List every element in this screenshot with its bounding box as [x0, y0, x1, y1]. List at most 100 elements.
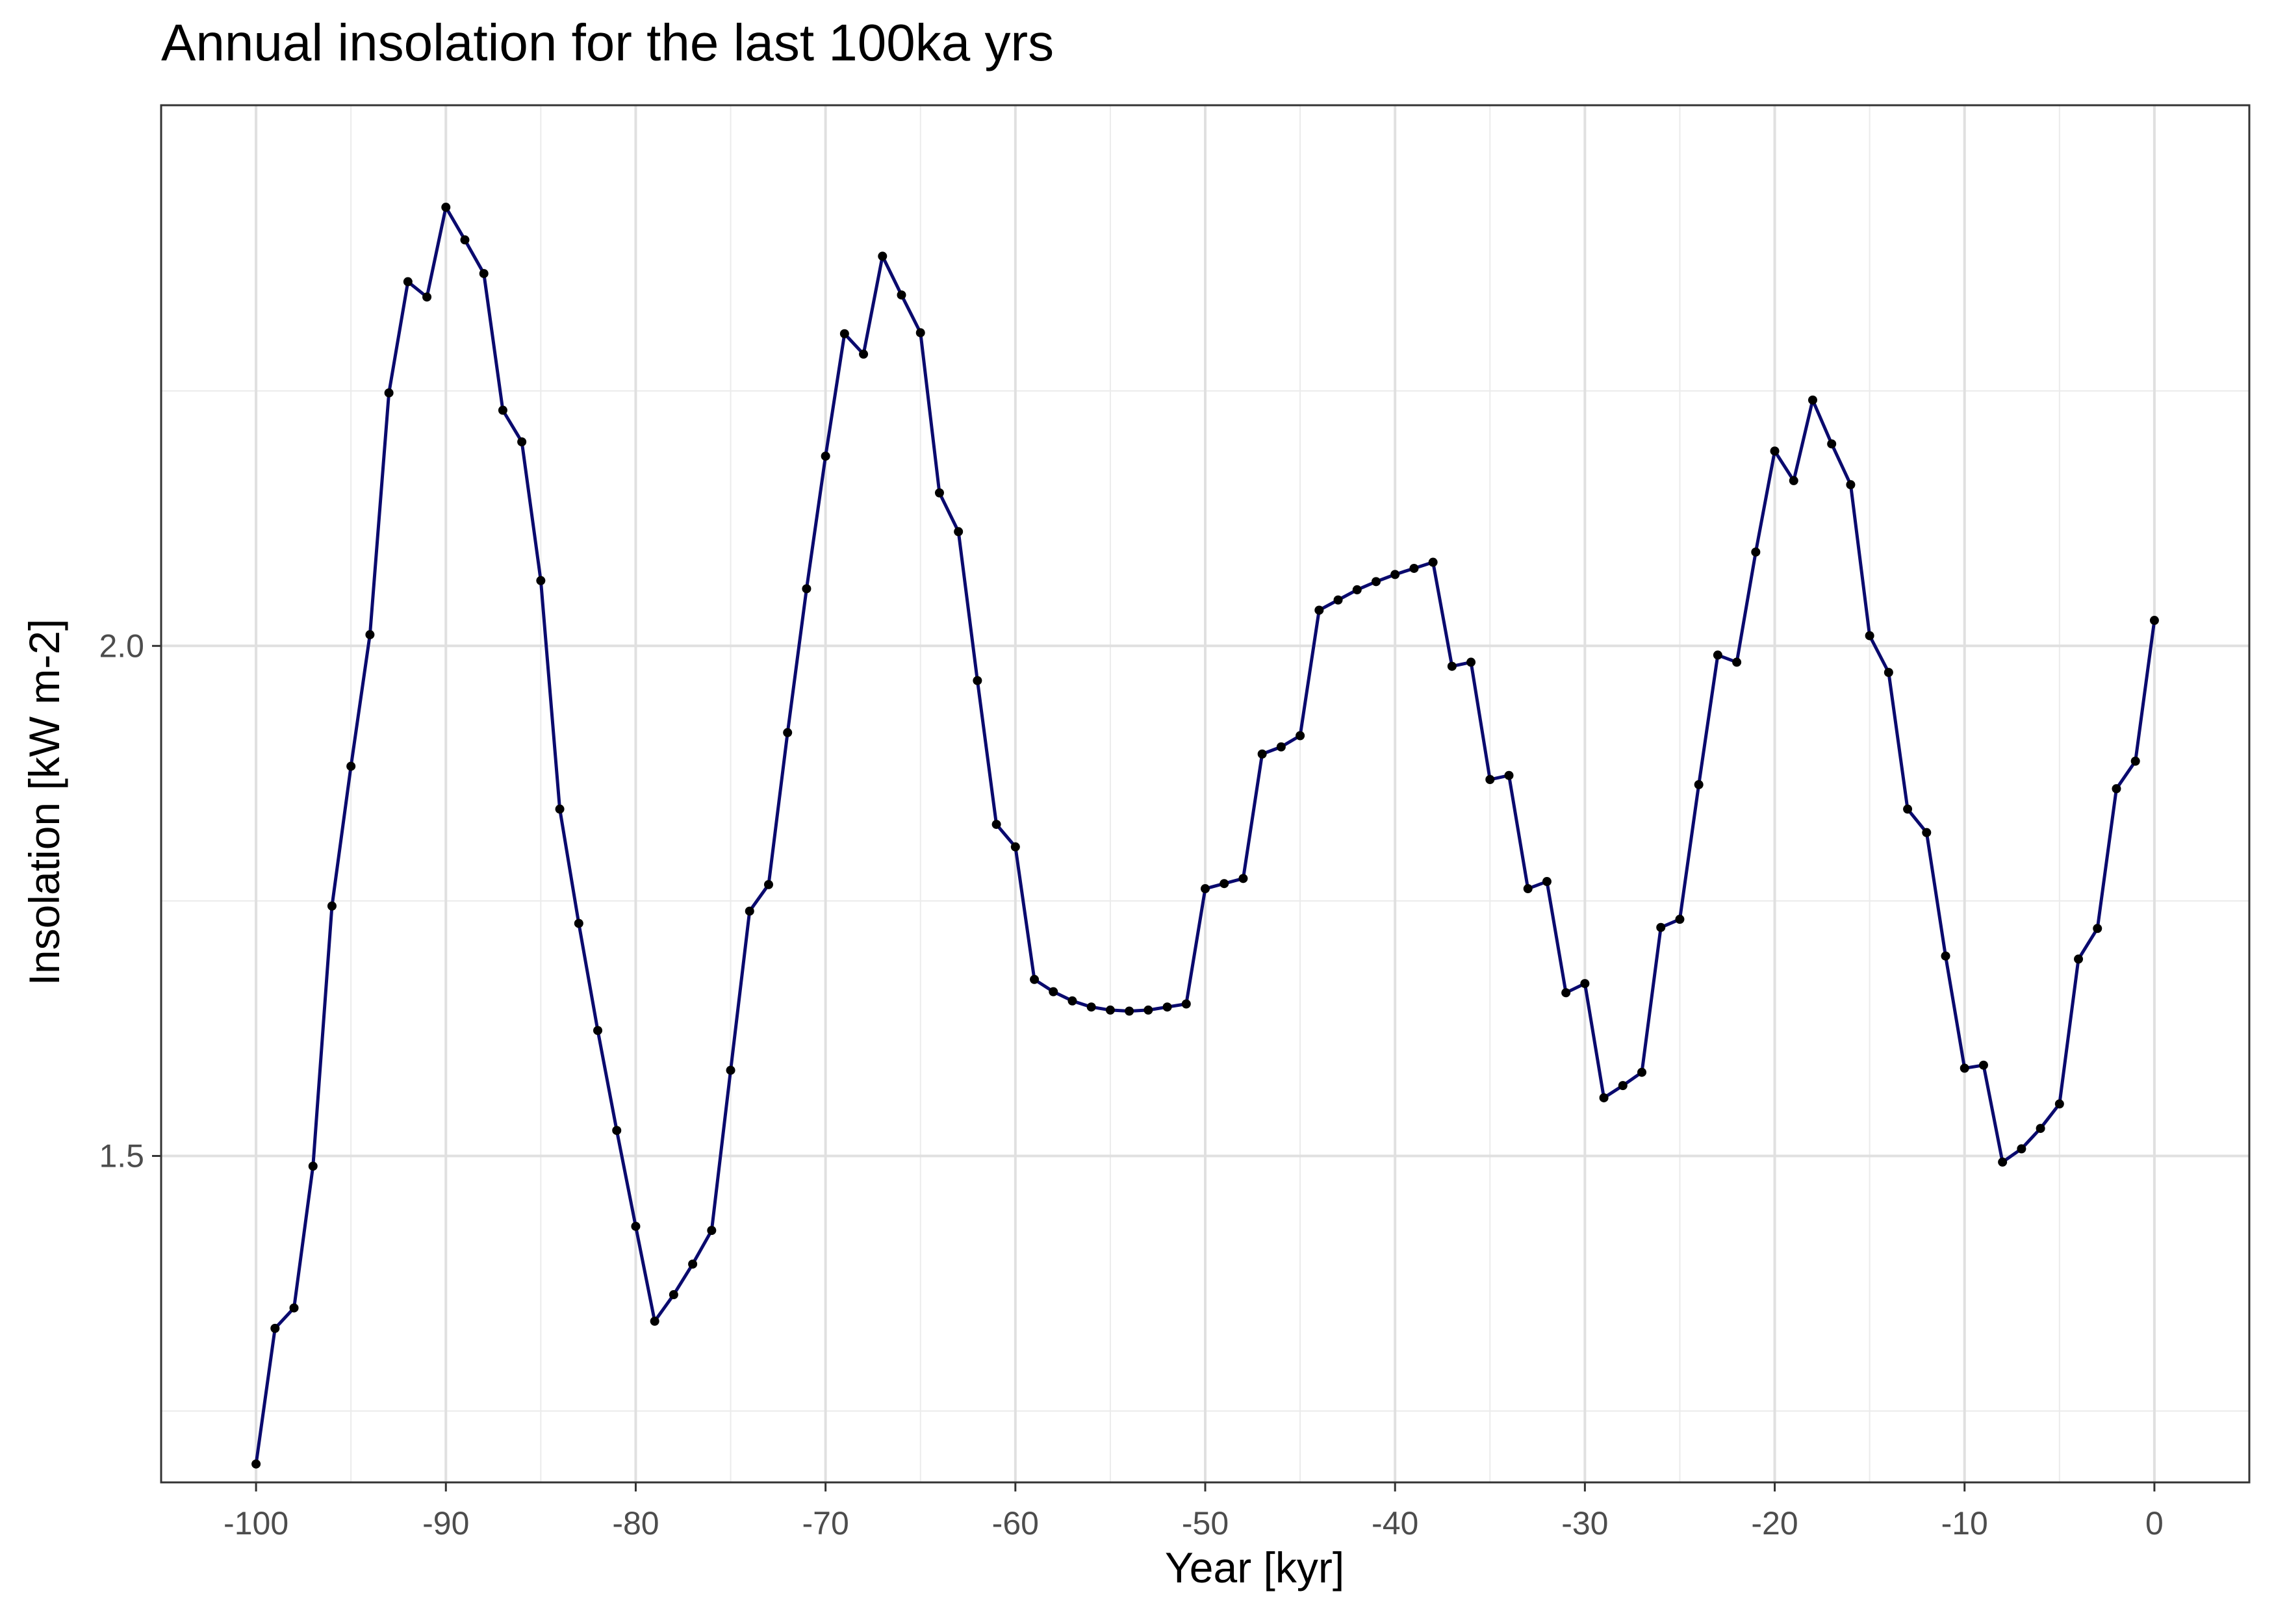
data-point — [1220, 879, 1229, 889]
data-point — [1922, 828, 1932, 837]
data-point — [1884, 668, 1893, 678]
x-tick-label: -90 — [422, 1505, 469, 1542]
x-axis-title-text: Year [kyr] — [1164, 1543, 1345, 1592]
data-point — [1067, 996, 1077, 1006]
data-point — [308, 1161, 318, 1171]
data-point — [2149, 616, 2159, 626]
data-point — [1181, 999, 1191, 1009]
y-tick-label: 2.0 — [99, 628, 144, 664]
data-point — [707, 1226, 717, 1236]
x-tick-label: -70 — [802, 1505, 849, 1542]
data-point — [821, 451, 830, 461]
data-point — [1865, 631, 1874, 641]
data-point — [839, 329, 849, 338]
data-point — [1941, 951, 1950, 961]
x-axis-title: Year [kyr] — [0, 1543, 2274, 1592]
data-point — [1125, 1006, 1134, 1016]
data-point — [1561, 988, 1571, 998]
data-point — [1162, 1002, 1172, 1012]
y-axis-title: Insolation [kW m-2] — [20, 618, 68, 986]
data-point — [2130, 756, 2140, 766]
data-point — [1409, 563, 1419, 573]
data-point — [2112, 784, 2121, 794]
data-point — [763, 880, 773, 889]
data-point — [1770, 446, 1780, 456]
data-point — [346, 761, 356, 771]
data-point — [1447, 661, 1457, 671]
x-tick-label: -10 — [1941, 1505, 1988, 1542]
data-point — [1637, 1067, 1647, 1077]
data-point — [1504, 770, 1514, 780]
data-point — [878, 251, 888, 261]
x-tick-label: 0 — [2145, 1505, 2164, 1542]
data-point — [1903, 804, 1913, 814]
data-point — [536, 576, 546, 585]
data-point — [365, 630, 375, 640]
data-point — [726, 1065, 735, 1075]
data-point — [1352, 585, 1362, 594]
data-point — [1371, 577, 1381, 587]
data-point — [954, 527, 964, 537]
data-point — [1201, 884, 1210, 894]
data-point — [460, 235, 470, 245]
x-tick-label: -30 — [1561, 1505, 1608, 1542]
data-point — [2036, 1124, 2045, 1134]
data-point — [973, 676, 982, 685]
x-tick-label: -20 — [1751, 1505, 1798, 1542]
data-point — [251, 1459, 261, 1469]
data-point — [1390, 570, 1400, 579]
data-point — [859, 349, 869, 359]
x-tick-label: -40 — [1372, 1505, 1418, 1542]
point-layer — [251, 203, 2159, 1469]
x-tick-label: -60 — [992, 1505, 1039, 1542]
data-point — [1333, 595, 1343, 605]
y-tick-label: 1.5 — [99, 1137, 144, 1174]
data-point — [1428, 557, 1438, 567]
x-tick-label: -50 — [1182, 1505, 1229, 1542]
data-point — [1049, 987, 1058, 996]
data-point — [289, 1303, 299, 1313]
data-point — [1466, 657, 1476, 667]
chart-title: Annual insolation for the last 100ka yrs — [161, 14, 1054, 71]
data-point — [1808, 395, 1817, 405]
x-tick-label: -100 — [224, 1505, 288, 1542]
data-point — [498, 405, 507, 415]
data-point — [479, 269, 489, 279]
data-point — [1580, 979, 1590, 989]
data-point — [1314, 605, 1324, 615]
data-point — [2017, 1144, 2026, 1154]
data-point — [612, 1126, 622, 1136]
grid-layer — [161, 105, 2249, 1482]
data-point — [2093, 924, 2102, 933]
data-point — [745, 906, 754, 916]
data-point — [1846, 480, 1856, 490]
data-point — [783, 728, 793, 737]
data-point — [1713, 650, 1722, 660]
data-point — [1998, 1157, 2008, 1167]
data-point — [1789, 476, 1798, 485]
data-point — [1960, 1063, 1969, 1073]
data-point — [1694, 780, 1704, 789]
data-point — [1656, 922, 1666, 932]
data-point — [1143, 1005, 1153, 1015]
data-point — [1827, 439, 1837, 449]
data-point — [517, 437, 527, 447]
data-point — [688, 1259, 698, 1269]
data-point — [327, 901, 337, 911]
data-point — [1276, 742, 1286, 752]
data-point — [915, 328, 925, 338]
axis-layer: -100 -90 -80 -70 -60 -50 -40 -30 -20 -10 01.52.0 — [99, 628, 2163, 1542]
data-point — [1618, 1081, 1628, 1091]
data-point — [270, 1323, 280, 1333]
data-point — [1086, 1002, 1096, 1012]
data-point — [1542, 877, 1552, 887]
data-point — [1751, 547, 1761, 557]
data-point — [1599, 1093, 1609, 1102]
data-point — [1675, 915, 1685, 924]
data-point — [574, 919, 583, 928]
data-point — [422, 292, 432, 302]
data-point — [384, 388, 394, 398]
x-tick-label: -80 — [612, 1505, 659, 1542]
